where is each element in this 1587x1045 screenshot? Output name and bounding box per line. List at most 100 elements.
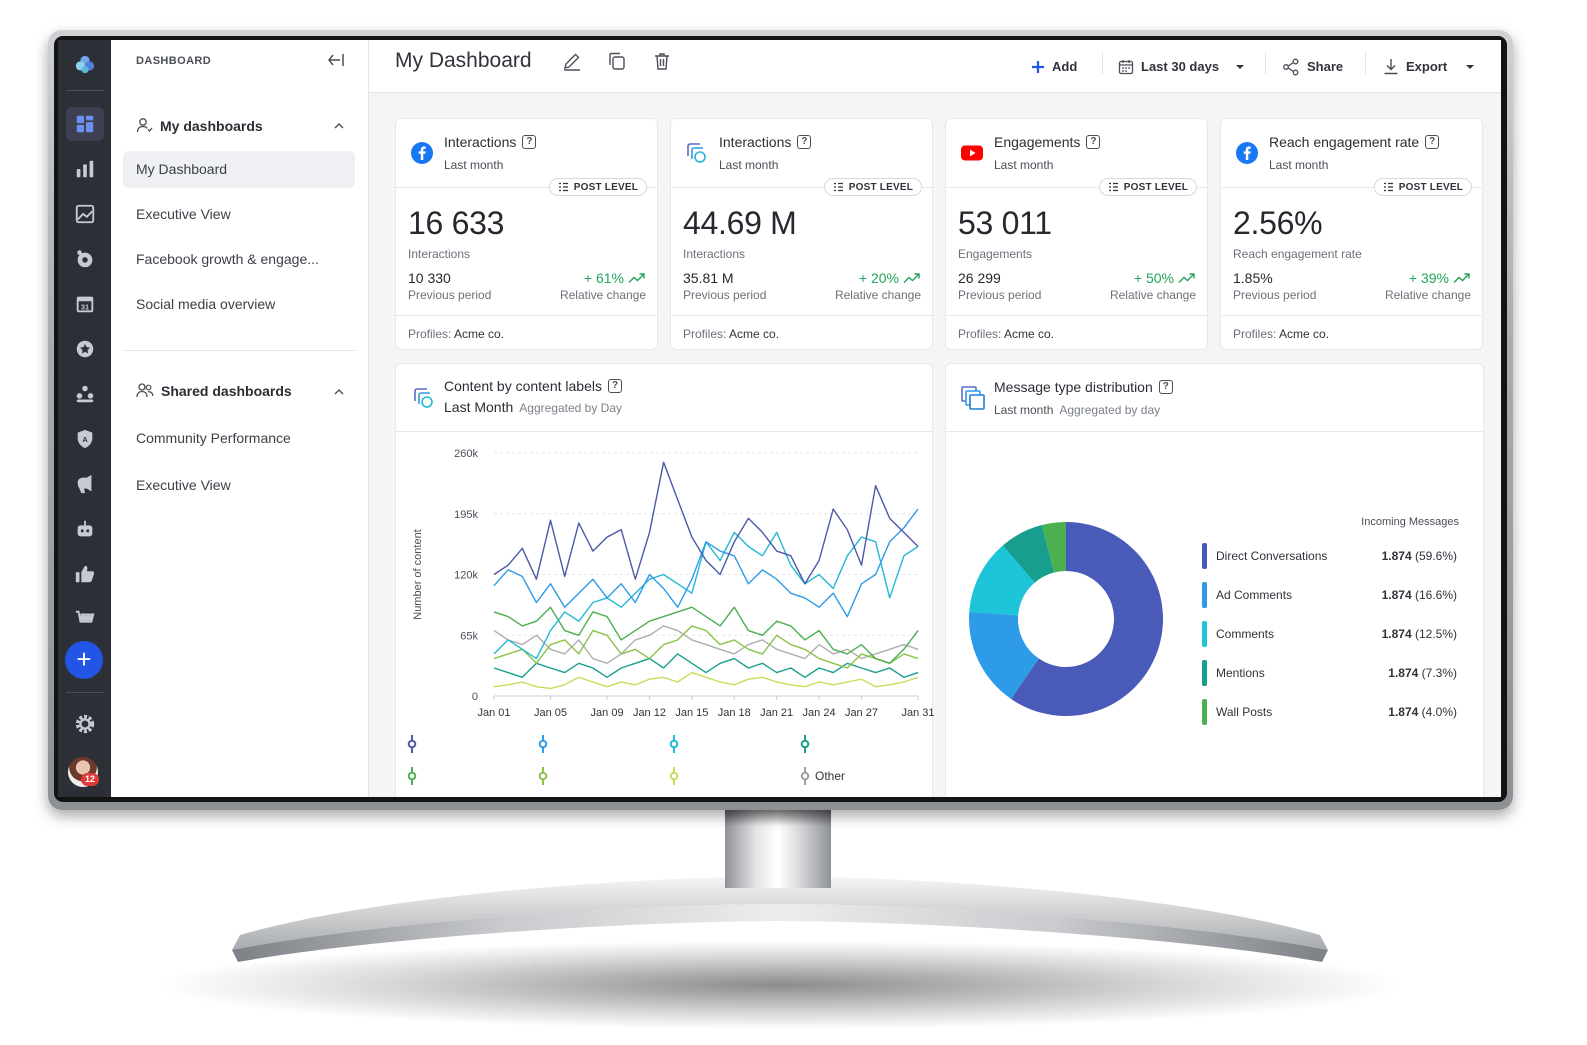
legend-title: Incoming Messages [1361,516,1459,528]
post-level-badge[interactable]: POST LEVEL [823,178,922,196]
message-type-period: Last month [994,403,1054,417]
share-button[interactable]: Share [1282,40,1343,93]
favorites-star-icon[interactable] [66,332,104,366]
shared-dashboards-group[interactable]: Shared dashboards [136,382,292,399]
message-type-title: Message type distribution [994,379,1153,395]
kpi-divider [1221,315,1482,316]
community-icon[interactable] [66,377,104,411]
sidebar-item-my-dashboard[interactable]: My Dashboard [123,151,355,188]
y-tick-label: 0 [472,691,478,703]
legend-item[interactable]: Wall Posts 1.874 (4.0%) [1202,699,1457,725]
dashboard-sidebar: DASHBOARD My dashboards My Dashboard Exe… [111,40,369,797]
series-line[interactable] [493,671,919,690]
content-labels-title: Content by content labels [444,378,602,394]
campaign-icon[interactable] [66,467,104,501]
legend-marker-dot[interactable] [407,739,417,749]
calendar-icon[interactable]: 31 [66,287,104,321]
kpi-card[interactable]: Reach engagement rate? Last month POST LEV… [1220,118,1483,350]
series-line[interactable] [493,461,919,585]
kpi-change-label: Relative change [1109,288,1196,302]
legend-marker-dot[interactable] [538,739,548,749]
shield-icon[interactable]: A [66,422,104,456]
legend-marker-dot[interactable] [669,771,679,781]
chevron-up-icon[interactable] [333,120,345,132]
sidebar-item-facebook-growth[interactable]: Facebook growth & engage... [136,251,319,267]
date-range-dropdown[interactable]: Last 30 days [1118,40,1246,93]
analytics-bar-icon[interactable] [66,152,104,186]
donut-slice[interactable] [1010,522,1163,716]
series-line[interactable] [493,508,919,618]
series-line[interactable] [493,625,919,665]
edit-pencil-icon[interactable] [562,51,582,71]
settings-gear-icon[interactable] [66,707,104,741]
kpi-value: 44.69 M [683,205,797,241]
kpi-value-label: Interactions [408,247,471,261]
post-level-badge[interactable]: POST LEVEL [1098,178,1197,196]
my-dashboards-group[interactable]: My dashboards [136,117,263,134]
sidebar-item-executive-view[interactable]: Executive View [136,206,231,222]
donut-slice[interactable] [969,545,1035,616]
legend-marker-dot[interactable] [800,739,810,749]
help-icon[interactable]: ? [608,379,622,393]
kpi-card[interactable]: Engagements? Last month POST LEVEL 53 011 En… [945,118,1208,350]
kpi-value-label: Engagements [958,247,1033,261]
legend-swatch [1202,660,1207,686]
bot-icon[interactable] [66,512,104,546]
dashboard-icon[interactable] [66,107,104,141]
share-label: Share [1307,59,1344,74]
help-icon[interactable]: ? [1425,135,1440,149]
legend-item[interactable]: Mentions 1.874 (7.3%) [1202,660,1457,686]
delete-trash-icon[interactable] [652,51,672,71]
kpi-card[interactable]: Interactions? Last month POST LEVEL 44.69 M… [670,118,933,350]
donut-slice[interactable] [1041,522,1066,573]
post-level-badge[interactable]: POST LEVEL [548,178,647,196]
series-line[interactable] [493,625,919,669]
help-icon[interactable]: ? [1086,135,1101,149]
kpi-card[interactable]: Interactions? Last month POST LEVEL 16 633 I… [395,118,658,350]
series-line[interactable] [493,653,919,679]
donut-slice[interactable] [969,611,1039,699]
sidebar-divider [123,350,355,351]
post-level-badge[interactable]: POST LEVEL [1373,178,1472,196]
legend-marker-dot[interactable] [538,771,548,781]
legend-count: 1.874 [1381,627,1412,641]
sidebar-item-shared-executive-view[interactable]: Executive View [136,477,231,493]
legend-item[interactable]: Comments 1.874 (12.5%) [1202,621,1457,647]
legend-marker-dot[interactable] [407,771,417,781]
reports-image-icon[interactable] [66,197,104,231]
help-icon[interactable]: ? [797,135,812,149]
help-icon[interactable]: ? [1158,380,1173,394]
kpi-divider [396,187,657,188]
content-labels-icon [414,388,433,408]
legend-item[interactable]: Ad Comments 1.874 (16.6%) [1202,582,1457,608]
kpi-change-row: + 61% [584,270,646,286]
rail-add-button[interactable]: + [65,641,103,679]
series-line[interactable] [493,606,919,665]
sidebar-item-community-performance[interactable]: Community Performance [136,430,291,446]
shop-cart-icon[interactable] [66,602,104,636]
rail-separator [66,692,104,693]
sidebar-item-social-media-overview[interactable]: Social media overview [136,296,276,312]
add-widget-button[interactable]: Add [1031,40,1077,93]
donut-slice[interactable] [1002,525,1055,583]
legend-marker-dot[interactable] [800,771,810,781]
kpi-profiles: Profiles: Acme co. [958,327,1054,341]
kpi-divider [396,315,657,316]
legend-percent: (12.5%) [1414,627,1457,641]
help-icon[interactable]: ? [522,135,537,149]
thumbs-up-icon[interactable] [66,557,104,591]
app-logo-icon[interactable] [66,48,104,82]
legend-marker-dot[interactable] [669,739,679,749]
plus-icon [1032,60,1044,73]
chevron-up-icon[interactable] [333,386,345,398]
listening-icon[interactable] [66,242,104,276]
export-dropdown[interactable]: Export [1383,40,1476,93]
kpi-title-row: Interactions? [719,134,812,150]
y-axis-label: Number of content [412,529,424,620]
kpi-title: Reach engagement rate [1269,134,1420,150]
kpi-divider [946,315,1207,316]
collapse-sidebar-icon[interactable] [327,52,345,68]
duplicate-icon[interactable] [607,51,627,71]
legend-item[interactable]: Direct Conversations 1.874 (59.6%) [1202,543,1457,569]
